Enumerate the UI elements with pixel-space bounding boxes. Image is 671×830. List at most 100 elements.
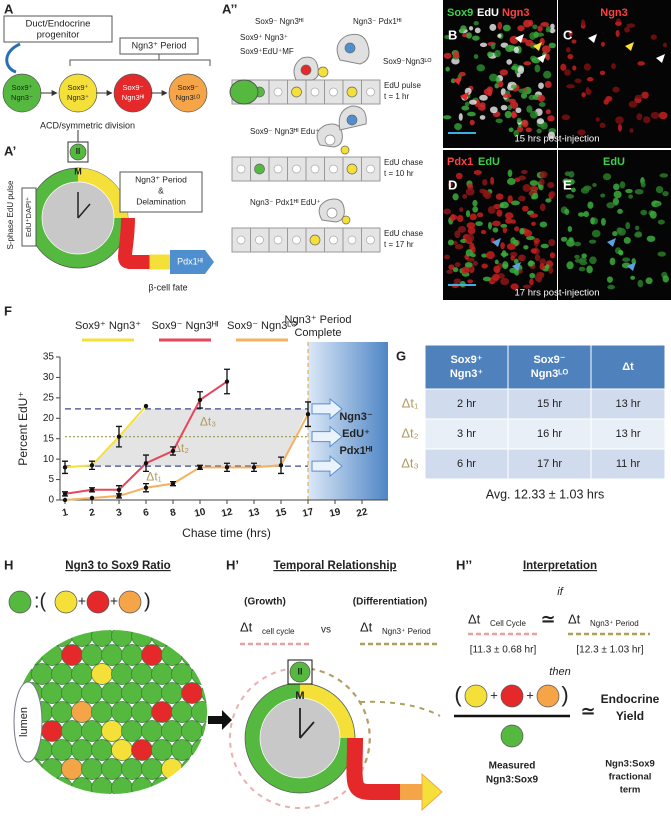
nucleus: [548, 266, 554, 274]
nucleus: [537, 94, 546, 102]
nucleus: [511, 200, 520, 206]
cell: [21, 758, 43, 780]
micrograph: [558, 150, 671, 300]
x-tick-label: 13: [247, 507, 261, 520]
nucleus: [445, 66, 450, 72]
cell: [131, 701, 153, 723]
nucleus: [599, 70, 606, 76]
nucleus: [467, 279, 474, 284]
nucleus: [545, 28, 551, 33]
nucleus: [612, 86, 620, 93]
nucleus: [461, 266, 470, 275]
cell: [317, 66, 329, 78]
nucleus: [505, 217, 513, 224]
nucleus: [509, 101, 519, 109]
cell: [91, 739, 113, 761]
label: Sox9⁻: [177, 83, 198, 92]
cell: [101, 720, 123, 742]
cell: [329, 164, 338, 174]
label: (Differentiation): [353, 597, 427, 608]
nucleus: [579, 257, 587, 262]
nucleus: [615, 116, 624, 124]
x-tick-label: 1: [61, 507, 69, 519]
cell: [346, 114, 358, 126]
label: ): [561, 682, 568, 707]
nucleus: [525, 39, 534, 47]
label: Ngn3⁻: [11, 93, 33, 102]
label: Sox9⁺: [11, 83, 32, 92]
label: Ngn3:Sox9: [605, 759, 655, 770]
nucleus: [494, 259, 499, 265]
nucleus: [490, 176, 495, 185]
nucleus: [538, 101, 546, 107]
x-tick-label: 3: [115, 507, 123, 519]
cell: [201, 644, 207, 666]
y-tick-label: 15: [43, 433, 55, 444]
x-tick-label: 22: [355, 507, 369, 520]
cell: [161, 682, 183, 704]
nucleus: [581, 92, 586, 98]
nucleus: [476, 64, 486, 72]
label: Ngn3⁺ Period: [135, 174, 187, 184]
arrowhead: [515, 34, 524, 43]
nucleus: [626, 23, 636, 28]
nucleus: [480, 229, 487, 235]
nucleus: [513, 46, 519, 54]
cell: [229, 79, 259, 105]
row-label: Δt₁: [402, 395, 419, 410]
nucleus: [583, 63, 591, 71]
nucleus: [442, 115, 452, 120]
label: β-cell fate: [148, 282, 187, 292]
nucleus: [508, 127, 514, 133]
nucleus: [617, 123, 622, 132]
cell: [346, 86, 358, 98]
cell: [141, 758, 163, 780]
nucleus: [458, 113, 463, 121]
nucleus: [640, 181, 646, 188]
nucleus: [521, 119, 529, 128]
nucleus: [607, 284, 616, 290]
nucleus: [457, 225, 467, 233]
arrowhead: [460, 92, 469, 101]
cell: [151, 777, 173, 794]
cell: [161, 758, 183, 780]
table-cell: [590, 388, 666, 420]
label: II: [76, 147, 80, 156]
nucleus: [522, 205, 529, 212]
panel-label: F: [4, 303, 12, 318]
nucleus: [444, 254, 451, 260]
nucleus: [522, 284, 532, 289]
data-point: [143, 403, 149, 409]
label: Ngn3 to Sox9 Ratio: [65, 560, 170, 572]
cell: [141, 644, 163, 666]
nucleus: [659, 173, 669, 178]
nucleus: [489, 23, 497, 31]
label: Ngn3ᴸᴼ: [531, 368, 569, 380]
nucleus: [537, 25, 543, 32]
cell: [71, 630, 93, 647]
label: 15 hrs post-injection: [514, 134, 599, 145]
label: lumen: [18, 707, 30, 737]
cell: [41, 682, 63, 704]
nucleus: [513, 258, 519, 265]
cell: [91, 630, 113, 647]
data-point: [197, 397, 203, 403]
nucleus: [522, 184, 531, 192]
nucleus: [455, 172, 463, 180]
x-tick-label: 10: [193, 507, 207, 520]
label: :(: [34, 590, 47, 612]
lumen-region: [13, 681, 43, 763]
nucleus: [548, 238, 556, 247]
arrowhead: [607, 238, 616, 247]
nucleus: [529, 180, 539, 186]
cell: [292, 235, 301, 245]
outcome-box: [308, 342, 388, 500]
cell: [51, 701, 73, 723]
nucleus: [516, 72, 521, 78]
label: +: [110, 593, 118, 609]
label: Ngn3:Sox9: [486, 775, 539, 786]
label: Sox9⁺: [67, 83, 88, 92]
table-cell-text: 6 hr: [457, 458, 476, 470]
nucleus: [500, 104, 508, 111]
